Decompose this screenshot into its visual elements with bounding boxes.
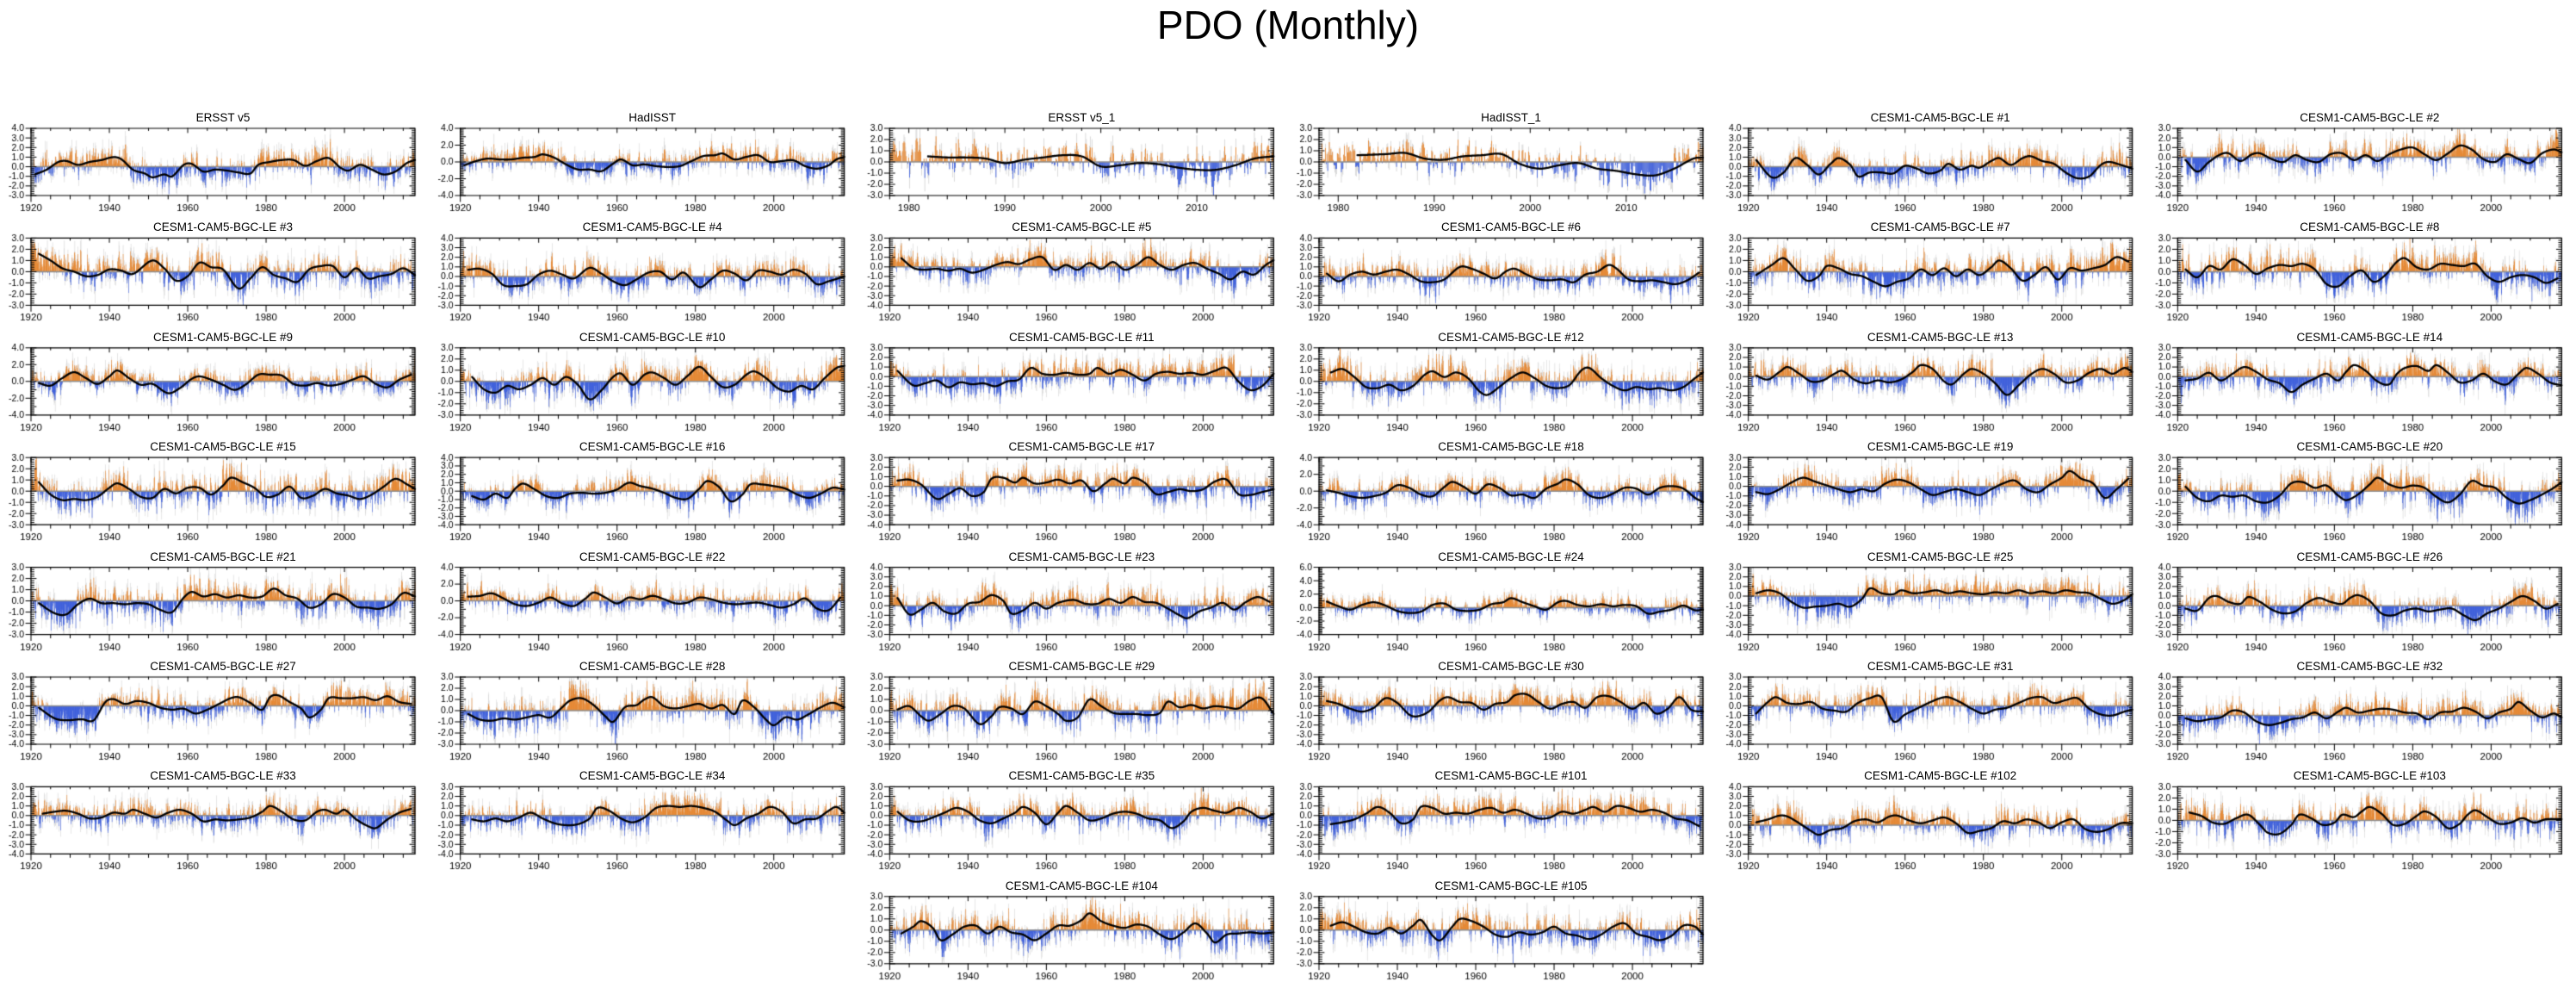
- panel-title: CESM1-CAM5-BGC-LE #101: [1434, 769, 1588, 783]
- panel-title: CESM1-CAM5-BGC-LE #22: [579, 550, 726, 563]
- panel-title: CESM1-CAM5-BGC-LE #27: [150, 660, 296, 673]
- panel-title: ERSST v5_1: [1048, 111, 1116, 124]
- panel-title: CESM1-CAM5-BGC-LE #15: [150, 440, 296, 454]
- panel-title: CESM1-CAM5-BGC-LE #105: [1434, 879, 1588, 892]
- panel-title: CESM1-CAM5-BGC-LE #10: [579, 330, 726, 344]
- panel-title: CESM1-CAM5-BGC-LE #24: [1438, 550, 1584, 563]
- panel-title: CESM1-CAM5-BGC-LE #4: [582, 221, 722, 234]
- panel-title: CESM1-CAM5-BGC-LE #18: [1438, 440, 1584, 454]
- panel-title: CESM1-CAM5-BGC-LE #3: [152, 221, 294, 234]
- panel-title: CESM1-CAM5-BGC-LE #34: [579, 769, 726, 783]
- panel-title: CESM1-CAM5-BGC-LE #17: [1008, 440, 1155, 454]
- panel-title: CESM1-CAM5-BGC-LE #104: [1005, 879, 1158, 892]
- panel-title: CESM1-CAM5-BGC-LE #25: [1867, 550, 2014, 563]
- panel-title: HadISST: [629, 111, 677, 124]
- panel-title: CESM1-CAM5-BGC-LE #19: [1867, 440, 2014, 454]
- panel-title: CESM1-CAM5-BGC-LE #103: [2293, 769, 2446, 783]
- page-title: PDO (Monthly): [1156, 3, 1420, 47]
- panel-title: CESM1-CAM5-BGC-LE #2: [2300, 111, 2440, 124]
- panel-title: CESM1-CAM5-BGC-LE #5: [1012, 221, 1152, 234]
- panel-title: CESM1-CAM5-BGC-LE #12: [1438, 330, 1584, 344]
- panel-title: CESM1-CAM5-BGC-LE #33: [150, 769, 296, 783]
- panel-title: CESM1-CAM5-BGC-LE #7: [1870, 221, 2010, 234]
- panel-title: CESM1-CAM5-BGC-LE #30: [1438, 660, 1584, 673]
- panel-title: CESM1-CAM5-BGC-LE #16: [579, 440, 726, 454]
- panel-title: CESM1-CAM5-BGC-LE #29: [1008, 660, 1155, 673]
- panel-title: CESM1-CAM5-BGC-LE #32: [2296, 660, 2443, 673]
- panel-title: CESM1-CAM5-BGC-LE #6: [1440, 221, 1582, 234]
- panel-title: CESM1-CAM5-BGC-LE #14: [2296, 330, 2443, 344]
- panel-title: CESM1-CAM5-BGC-LE #28: [579, 660, 726, 673]
- panel-title: CESM1-CAM5-BGC-LE #1: [1870, 111, 2010, 124]
- panel-title: CESM1-CAM5-BGC-LE #21: [150, 550, 296, 563]
- panel-title: CESM1-CAM5-BGC-LE #23: [1008, 550, 1155, 563]
- panel-title: CESM1-CAM5-BGC-LE #11: [1009, 330, 1155, 344]
- panel-title: ERSST v5: [195, 111, 251, 124]
- panel-title: CESM1-CAM5-BGC-LE #8: [2300, 221, 2440, 234]
- panel-title: CESM1-CAM5-BGC-LE #20: [2296, 440, 2443, 454]
- panel-title: CESM1-CAM5-BGC-LE #26: [2296, 550, 2443, 563]
- panel-title: CESM1-CAM5-BGC-LE #35: [1008, 769, 1155, 783]
- panel-title: CESM1-CAM5-BGC-LE #9: [152, 330, 294, 344]
- panel-title: CESM1-CAM5-BGC-LE #31: [1867, 660, 2014, 673]
- panel-title: CESM1-CAM5-BGC-LE #102: [1864, 769, 2017, 783]
- panel-title: CESM1-CAM5-BGC-LE #13: [1867, 330, 2014, 344]
- panel-title: HadISST_1: [1481, 111, 1541, 124]
